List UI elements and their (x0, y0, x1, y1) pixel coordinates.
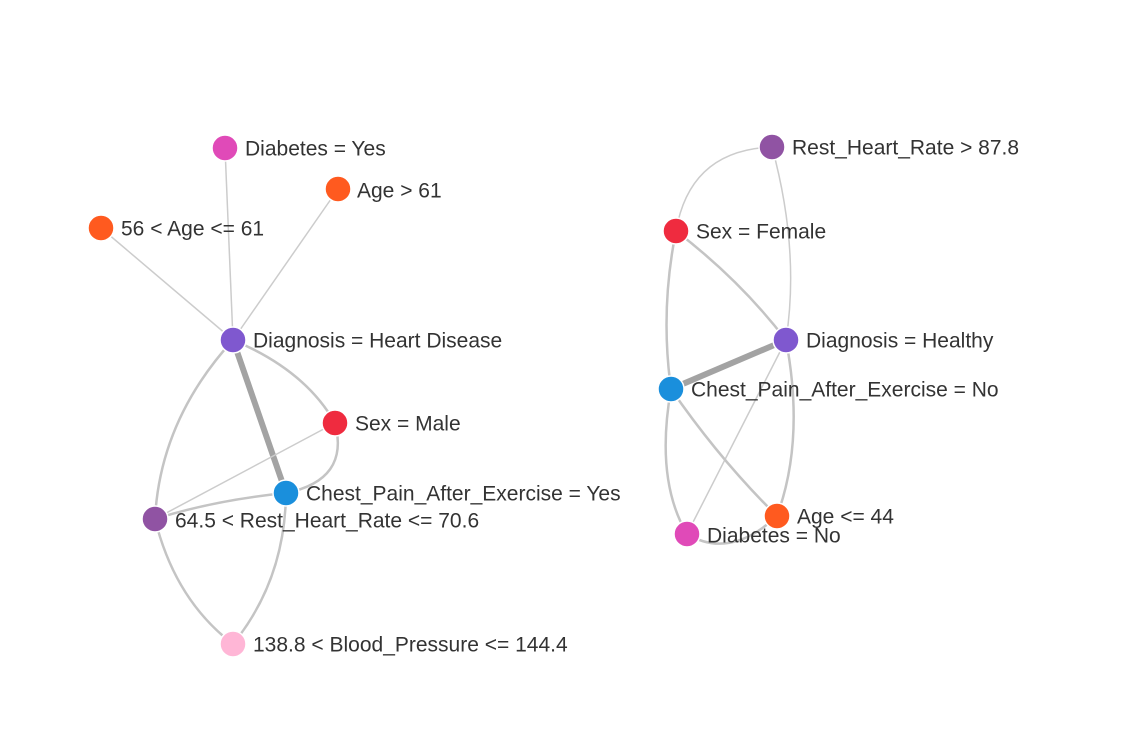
node-diabetes-yes-label: Diabetes = Yes (245, 138, 386, 161)
edge-sex-female-diagnosis-healthy (675, 230, 787, 341)
edge-sex-male-rest-hr-64-70 (154, 422, 336, 520)
node-chest-pain-no-marker[interactable] (657, 375, 685, 403)
node-diabetes-yes[interactable]: Diabetes = Yes (211, 134, 386, 162)
node-diabetes-yes-marker[interactable] (211, 134, 239, 162)
edge-rest-hr-gt-87-sex-female (675, 146, 773, 232)
node-age-gt-61[interactable]: Age > 61 (324, 175, 442, 203)
node-age-gt-61-marker[interactable] (324, 175, 352, 203)
node-sex-female-marker[interactable] (662, 217, 690, 245)
node-age-56-61[interactable]: 56 < Age <= 61 (87, 214, 264, 242)
node-diabetes-no-marker[interactable] (673, 520, 701, 548)
node-rest-hr-64-70-marker[interactable] (141, 505, 169, 533)
nodes: Diabetes = Yes Age > 61 56 < Age <= 61 D… (87, 133, 1019, 658)
edge-sex-female-chest-pain-no (665, 230, 678, 390)
edge-diagnosis-healthy-diabetes-no (686, 339, 787, 535)
node-age-le-44-marker[interactable] (763, 502, 791, 530)
node-age-le-44[interactable]: Age <= 44 (763, 502, 894, 530)
edge-rest-hr-gt-87-diagnosis-healthy (771, 146, 792, 341)
node-rest-hr-64-70[interactable]: 64.5 < Rest_Heart_Rate <= 70.6 (141, 505, 479, 533)
node-sex-female-label: Sex = Female (696, 221, 826, 244)
edge-chest-pain-no-diabetes-no (664, 388, 689, 535)
node-age-gt-61-label: Age > 61 (357, 180, 442, 203)
node-chest-pain-yes-marker[interactable] (272, 479, 300, 507)
node-diagnosis-healthy-marker[interactable] (772, 326, 800, 354)
node-diagnosis-healthy-label: Diagnosis = Healthy (806, 330, 994, 353)
node-chest-pain-no-label: Chest_Pain_After_Exercise = No (691, 379, 999, 402)
edge-diagnosis-diabetes-yes (224, 147, 234, 341)
node-diagnosis-heart-disease[interactable]: Diagnosis = Heart Disease (219, 326, 502, 354)
node-bp-138-144-marker[interactable] (219, 630, 247, 658)
edge-chest-pain-yes-bp (232, 492, 288, 645)
node-rest-hr-gt-87[interactable]: Rest_Heart_Rate > 87.8 (758, 133, 1019, 161)
node-age-56-61-label: 56 < Age <= 61 (121, 218, 264, 241)
node-diabetes-no[interactable]: Diabetes = No (673, 520, 841, 548)
edge-diagnosis-age-56-61 (100, 227, 234, 341)
node-chest-pain-yes-label: Chest_Pain_After_Exercise = Yes (306, 483, 621, 506)
node-sex-female[interactable]: Sex = Female (662, 217, 826, 245)
edge-diagnosis-age-gt-61 (232, 188, 339, 341)
edge-rest-hr-64-70-bp (153, 518, 234, 645)
edge-diagnosis-healthy-chest-pain-no (669, 337, 788, 392)
node-sex-male-marker[interactable] (321, 409, 349, 437)
node-rest-hr-gt-87-label: Rest_Heart_Rate > 87.8 (792, 137, 1019, 160)
node-bp-138-144[interactable]: 138.8 < Blood_Pressure <= 144.4 (219, 630, 568, 658)
node-diagnosis-healthy[interactable]: Diagnosis = Healthy (772, 326, 994, 354)
node-age-56-61-marker[interactable] (87, 214, 115, 242)
edge-diagnosis-rest-hr-64-70 (153, 339, 234, 520)
node-sex-male[interactable]: Sex = Male (321, 409, 461, 437)
node-rest-hr-64-70-label: 64.5 < Rest_Heart_Rate <= 70.6 (175, 510, 479, 533)
edge-chest-pain-no-age-le-44 (669, 388, 778, 517)
edge-diagnosis-chest-pain-yes (230, 339, 289, 494)
node-diabetes-no-label: Diabetes = No (707, 525, 841, 548)
edge-diagnosis-healthy-age-le-44 (775, 339, 795, 517)
node-sex-male-label: Sex = Male (355, 413, 461, 436)
node-diagnosis-heart-disease-marker[interactable] (219, 326, 247, 354)
edges (100, 146, 795, 645)
edge-chest-pain-yes-rest-hr-64-70 (154, 491, 287, 521)
node-diagnosis-heart-disease-label: Diagnosis = Heart Disease (253, 330, 502, 353)
node-age-le-44-label: Age <= 44 (797, 506, 894, 529)
node-bp-138-144-label: 138.8 < Blood_Pressure <= 144.4 (253, 634, 568, 657)
node-rest-hr-gt-87-marker[interactable] (758, 133, 786, 161)
node-chest-pain-yes[interactable]: Chest_Pain_After_Exercise = Yes (272, 479, 621, 507)
node-chest-pain-no[interactable]: Chest_Pain_After_Exercise = No (657, 375, 999, 403)
